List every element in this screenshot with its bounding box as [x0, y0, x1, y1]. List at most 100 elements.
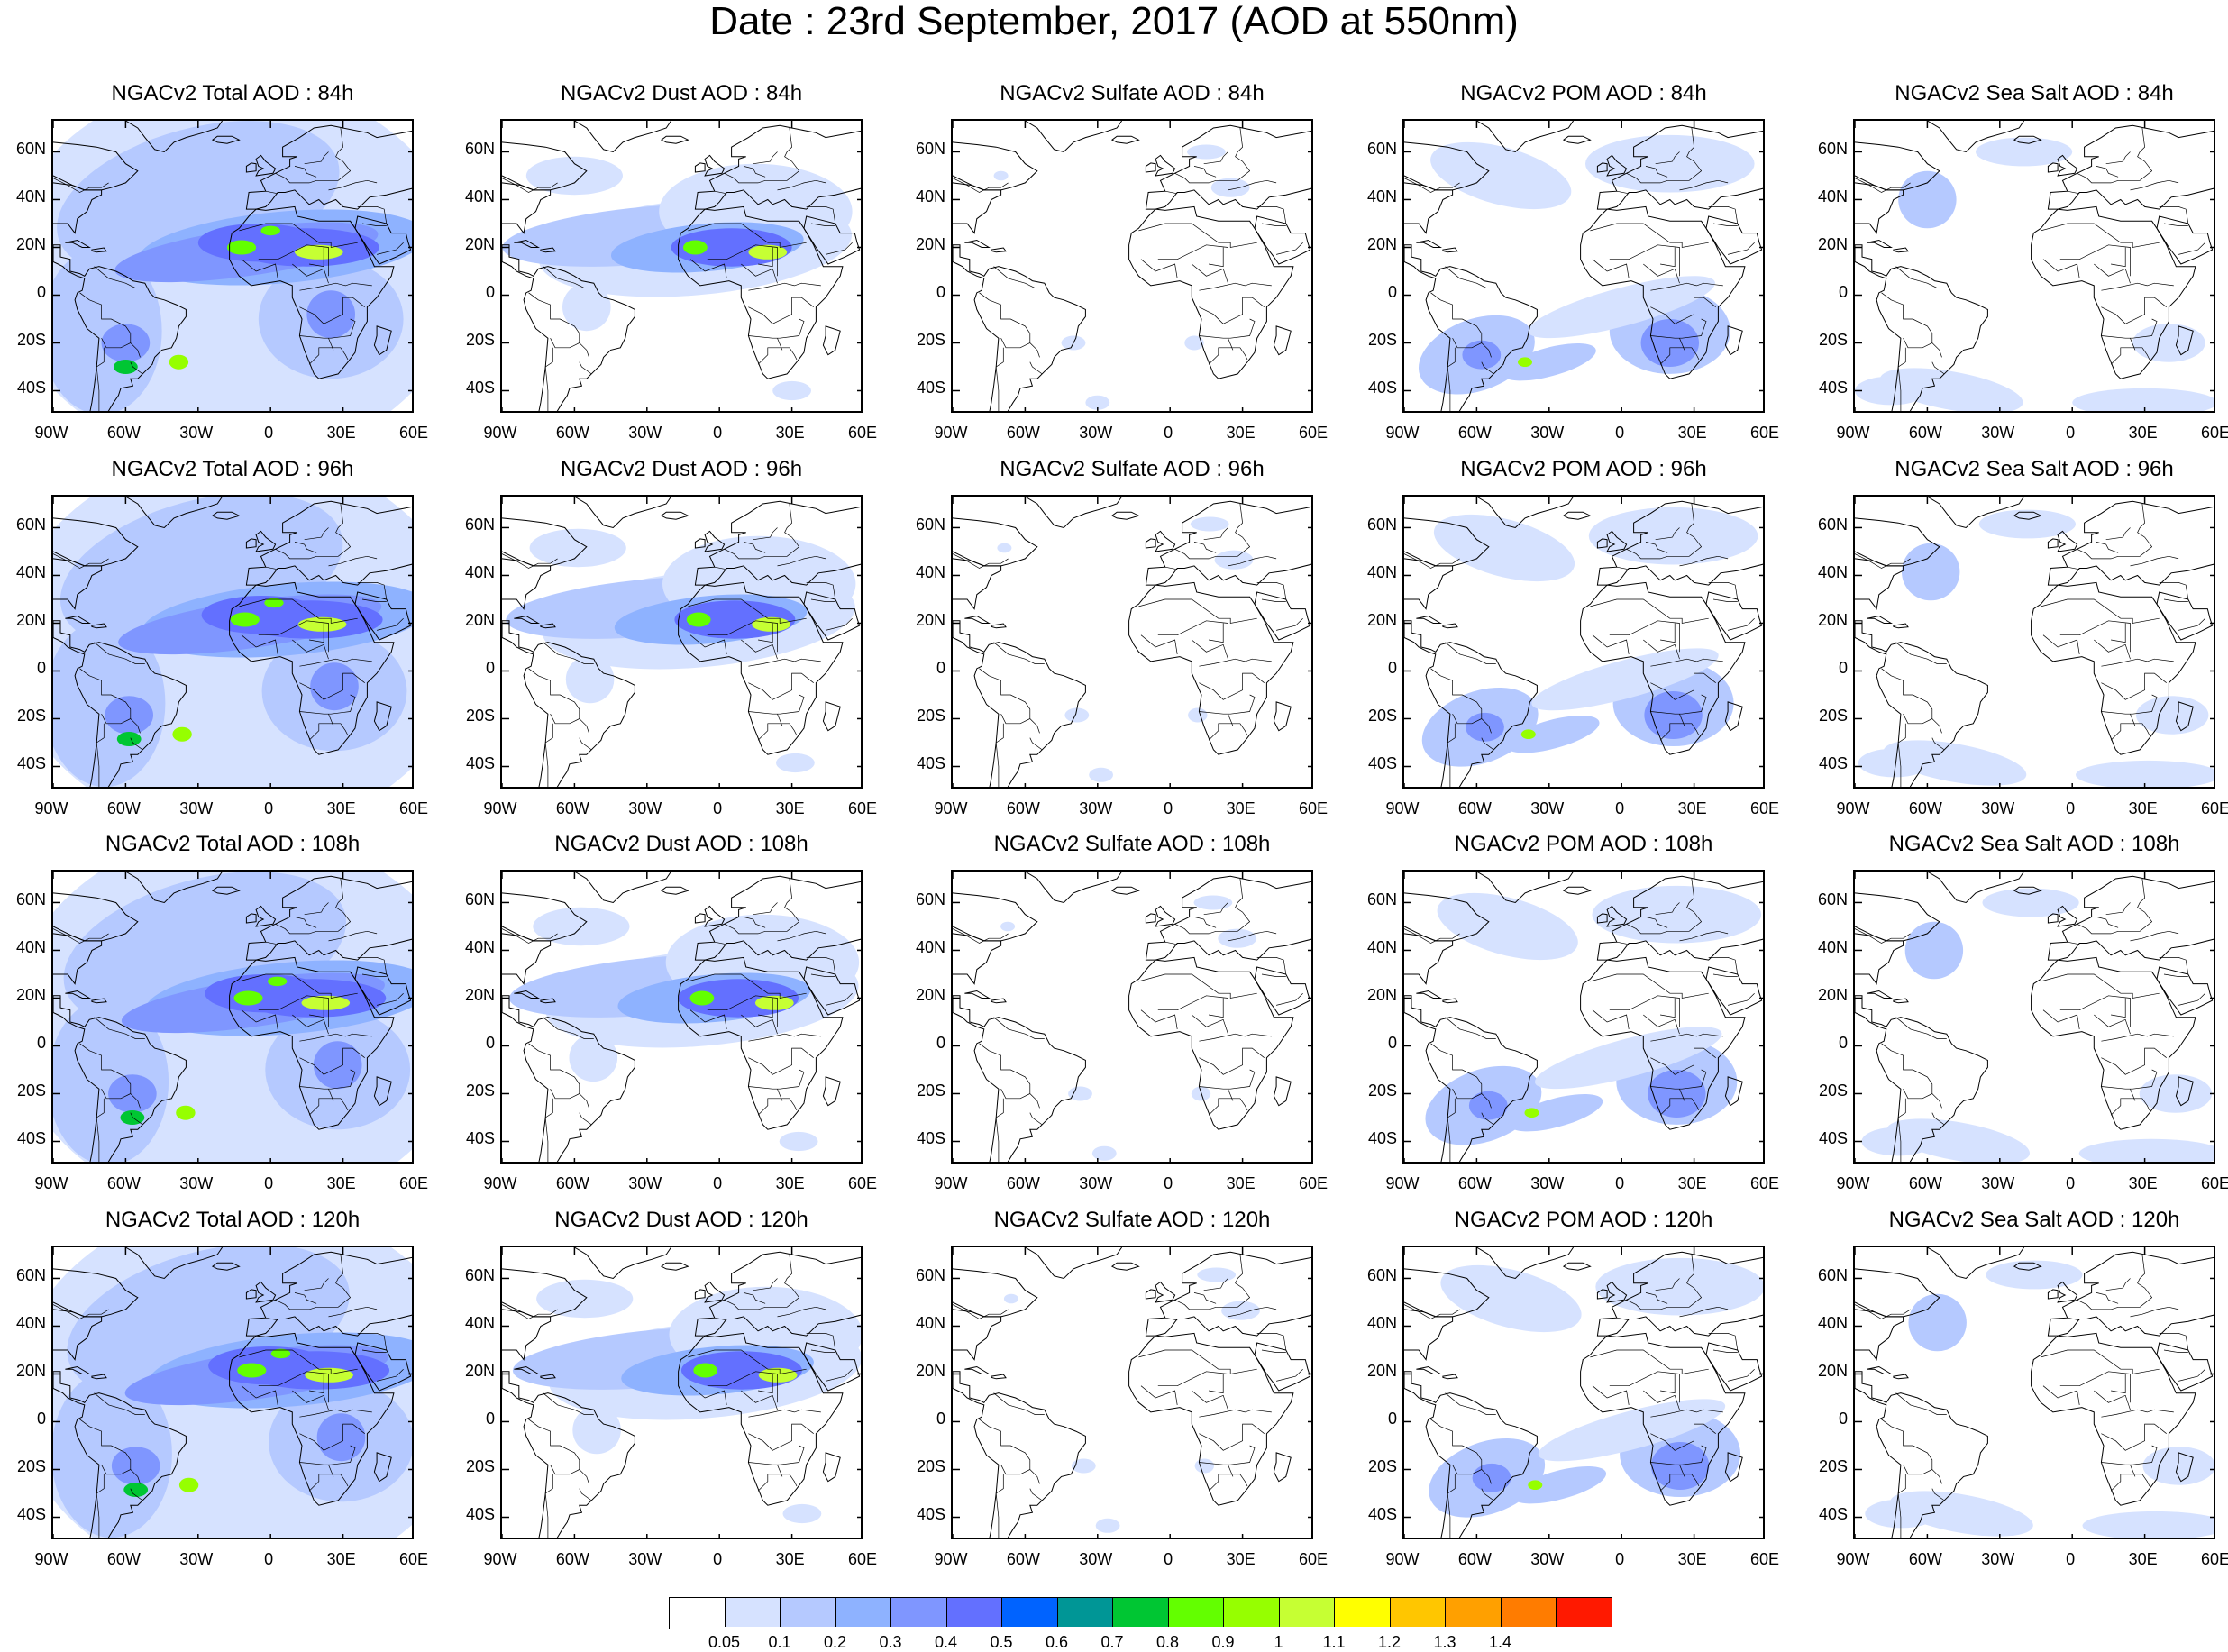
lat-tick-label: 20N: [1817, 611, 1848, 630]
aod-contour: [1595, 1257, 1763, 1316]
country-border: [2067, 941, 2080, 945]
country-border: [777, 338, 783, 351]
country-border: [1679, 555, 1729, 567]
lat-tick-label: 40S: [1367, 379, 1397, 397]
coastline: [1855, 933, 1904, 985]
colorbar-swatch: [1279, 1598, 1335, 1627]
country-border: [292, 1014, 329, 1035]
panel-title: NGACv2 Sea Salt AOD : 108h: [1888, 832, 2180, 856]
lon-tick-label: 60W: [1908, 424, 1942, 442]
colorbar-label: 0.6: [1045, 1633, 1069, 1651]
coastline: [2175, 701, 2194, 732]
aod-contour: [1855, 376, 1928, 406]
lon-tick-label: 0: [1164, 424, 1173, 442]
aod-contour: [111, 1447, 160, 1485]
aod-contour: [2076, 760, 2214, 787]
country-border: [979, 292, 1040, 358]
coastline: [1927, 121, 2025, 153]
lon-tick-label: 30E: [775, 1174, 805, 1192]
lon-tick-label: 30W: [179, 799, 214, 817]
coastline: [1580, 1332, 1746, 1506]
country-border: [1881, 292, 1942, 358]
lon-tick-label: 30W: [1530, 1174, 1565, 1192]
coastline: [1155, 905, 1176, 927]
aod-contour: [105, 696, 153, 735]
country-border: [1931, 1112, 1945, 1126]
coastline: [354, 591, 412, 641]
country-border: [1157, 620, 1228, 653]
country-border: [2077, 503, 2153, 560]
lon-tick-label: 90W: [934, 1174, 968, 1192]
country-border: [1650, 1033, 1723, 1042]
country-border: [1712, 1349, 1738, 1353]
coastline: [1867, 239, 1894, 248]
aod-contour: [297, 616, 347, 632]
coastline: [2175, 1452, 2194, 1483]
coastline: [1416, 1365, 1443, 1374]
aod-contour: [779, 1131, 818, 1152]
lat-tick-label: 20N: [1817, 1362, 1848, 1381]
lat-tick-label: 0: [1387, 283, 1397, 302]
coastline: [660, 135, 689, 144]
country-border: [2042, 1009, 2080, 1029]
lat-tick-label: 40N: [15, 938, 46, 957]
aod-contour: [226, 240, 257, 255]
lon-tick-label: 60W: [106, 424, 141, 442]
aod-contour: [1531, 648, 1719, 711]
aod-contour: [270, 1348, 291, 1359]
coastline: [540, 1374, 556, 1380]
panel-title: NGACv2 Sea Salt AOD : 120h: [1888, 1208, 2180, 1232]
country-border: [777, 1089, 783, 1101]
aod-contour: [120, 1110, 145, 1125]
country-border: [2096, 166, 2119, 178]
lon-tick-label: 30E: [326, 1174, 356, 1192]
coastline: [2047, 1251, 2214, 1337]
coastline: [125, 121, 224, 153]
colorbar-swatch: [891, 1598, 947, 1627]
aod-contour: [1188, 707, 1208, 723]
country-border: [130, 1112, 143, 1126]
country-border: [826, 1368, 853, 1382]
lon-tick-label: 0: [713, 1550, 723, 1568]
coastline: [953, 933, 1002, 985]
lat-tick-label: 20S: [1818, 331, 1848, 350]
country-border: [1660, 1374, 1676, 1394]
country-border: [748, 282, 821, 291]
coastline: [953, 517, 1038, 567]
country-border: [1276, 1368, 1303, 1382]
panel-title: NGACv2 POM AOD : 96h: [1460, 457, 1707, 481]
lat-tick-label: 0: [936, 659, 945, 678]
country-border: [1592, 634, 1630, 654]
coastline: [678, 956, 844, 1130]
lon-tick-label: 60W: [555, 799, 589, 817]
coastline: [53, 995, 187, 1162]
coastline: [953, 1268, 1038, 1318]
coastline: [2047, 875, 2214, 961]
coastline: [1476, 121, 1575, 153]
country-border: [1895, 1392, 1947, 1415]
colorbar-label: 0.4: [934, 1633, 958, 1651]
coastline: [1404, 933, 1454, 985]
coastline: [1128, 1332, 1294, 1506]
lat-tick-label: 60N: [1817, 890, 1848, 909]
lon-tick-label: 90W: [934, 424, 968, 442]
lon-tick-label: 60E: [847, 424, 878, 442]
map-panel: [51, 870, 414, 1164]
country-border: [1138, 973, 1257, 999]
country-border: [689, 259, 727, 278]
lon-tick-label: 60E: [2200, 1550, 2228, 1568]
country-border: [79, 668, 141, 734]
coastline: [1596, 124, 1763, 210]
country-border: [724, 878, 800, 935]
country-border: [550, 1465, 580, 1475]
coastline: [1254, 1342, 1311, 1392]
lat-tick-label: 20N: [1366, 611, 1397, 630]
lat-tick-label: 0: [485, 283, 495, 302]
aod-contour: [997, 543, 1012, 553]
lon-tick-label: 60E: [2200, 1174, 2228, 1192]
country-border: [2101, 1423, 2167, 1451]
aod-contour: [1648, 1070, 1706, 1118]
lon-tick-label: 90W: [34, 1174, 68, 1192]
country-border: [550, 714, 580, 725]
lon-tick-label: 90W: [34, 1550, 68, 1568]
